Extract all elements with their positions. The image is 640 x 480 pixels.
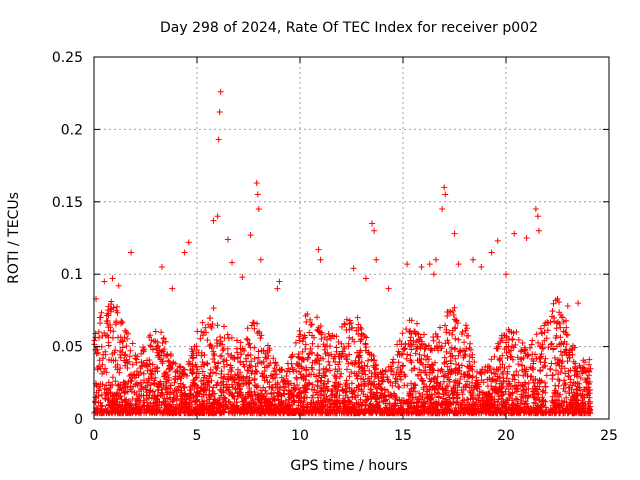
y-tick-label: 0 [74, 412, 83, 428]
data-point [239, 274, 246, 281]
data-point [216, 109, 223, 116]
data-points-dense [91, 297, 594, 417]
data-point [158, 263, 165, 270]
data-point [317, 256, 324, 263]
data-point [214, 213, 221, 220]
data-point [441, 184, 448, 191]
y-tick-label: 0.1 [61, 267, 83, 283]
x-tick-label: 25 [600, 428, 618, 444]
data-point [575, 300, 582, 307]
data-point [439, 206, 446, 213]
grid-layer [94, 57, 609, 419]
data-point [369, 220, 376, 227]
data-point [115, 282, 122, 289]
y-tick-label: 0.2 [61, 122, 83, 138]
data-point [362, 275, 369, 282]
x-tick-label: 15 [394, 428, 412, 444]
data-point [169, 285, 176, 292]
data-point [511, 230, 518, 237]
x-tick-label: 10 [291, 428, 309, 444]
chart-title: Day 298 of 2024, Rate Of TEC Index for r… [160, 20, 538, 36]
data-point [109, 275, 116, 282]
data-point [181, 249, 188, 256]
axis-ticks [93, 56, 610, 420]
y-tick-label: 0.15 [52, 195, 83, 211]
data-point [373, 256, 380, 263]
y-axis-label: ROTI / TECUs [6, 192, 22, 284]
data-point [276, 278, 283, 285]
data-point [478, 263, 485, 270]
data-point [101, 278, 108, 285]
data-point [217, 88, 224, 95]
data-point [371, 227, 378, 234]
data-point [418, 263, 425, 270]
data-points [93, 88, 582, 310]
data-point [534, 213, 541, 220]
dense-point-cloud [91, 297, 594, 417]
data-point [210, 217, 217, 224]
y-tick-labels: 0 0.05 0.1 0.15 0.2 0.25 [52, 50, 83, 428]
x-tick-label: 20 [497, 428, 515, 444]
data-point [350, 265, 357, 272]
data-point [229, 259, 236, 266]
data-point [315, 246, 322, 253]
data-point [404, 261, 411, 268]
x-tick-label: 0 [90, 428, 99, 444]
data-point [523, 235, 530, 241]
data-point [532, 206, 539, 213]
data-point [185, 239, 192, 246]
data-point [455, 261, 462, 268]
data-point [254, 191, 261, 198]
data-point [128, 249, 135, 256]
data-point [255, 206, 262, 213]
data-point [470, 256, 477, 263]
data-point [503, 271, 509, 278]
x-tick-label: 5 [193, 428, 202, 444]
data-point [451, 230, 458, 237]
data-point [247, 232, 254, 239]
data-point [274, 285, 281, 292]
x-tick-labels: 0 5 10 15 20 25 [90, 428, 618, 444]
plot-frame [93, 56, 610, 420]
data-point [430, 271, 437, 278]
y-tick-label: 0.25 [52, 50, 83, 66]
data-point [432, 256, 439, 263]
data-point [385, 285, 392, 292]
data-point [253, 179, 260, 186]
data-point [494, 237, 501, 244]
y-tick-label: 0.05 [52, 340, 83, 356]
data-point [257, 256, 264, 263]
data-point [426, 261, 433, 268]
x-axis-label: GPS time / hours [290, 458, 407, 474]
data-point [215, 136, 222, 143]
data-point [564, 303, 571, 310]
data-point [224, 236, 231, 243]
data-point [535, 227, 542, 234]
data-point [554, 295, 561, 302]
data-point [442, 191, 449, 198]
data-point [488, 249, 495, 256]
